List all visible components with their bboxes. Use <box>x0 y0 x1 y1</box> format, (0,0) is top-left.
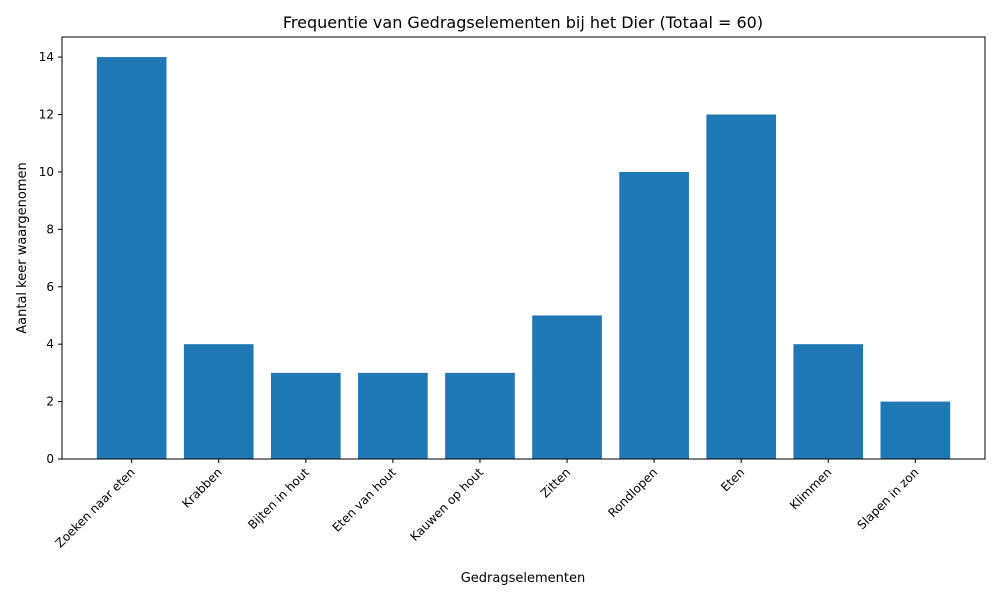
y-tick-label: 12 <box>39 108 54 122</box>
bar-4 <box>358 372 428 459</box>
x-tick-label: Rondlopen <box>605 465 660 520</box>
bar-9 <box>793 344 864 459</box>
y-tick-label: 4 <box>46 337 54 351</box>
bar-7 <box>619 171 689 459</box>
y-tick-label: 10 <box>39 165 54 179</box>
y-tick-label: 2 <box>46 395 54 409</box>
bar-2 <box>183 344 254 459</box>
y-tick-label: 6 <box>46 280 54 294</box>
x-tick-label: Slapen in zon <box>854 465 921 532</box>
x-tick-label: Kauwen op hout <box>407 465 486 544</box>
y-tick-label: 14 <box>39 50 54 64</box>
y-axis-label: Aantal keer waargenomen <box>15 162 30 333</box>
x-tick-label: Eten <box>718 465 747 494</box>
x-tick-label: Zoeken naar eten <box>53 465 138 550</box>
x-tick-label: Krabben <box>179 465 225 511</box>
x-tick-label: Zitten <box>538 465 573 500</box>
y-tick-label: 8 <box>46 222 54 236</box>
bar-10 <box>880 401 951 459</box>
bar-1 <box>96 57 167 459</box>
x-tick-label: Klimmen <box>787 465 834 512</box>
bar-6 <box>532 315 602 459</box>
x-axis-label: Gedragselementen <box>461 571 586 586</box>
bar-8 <box>706 114 777 460</box>
bar-3 <box>270 372 341 459</box>
bar-5 <box>445 372 515 459</box>
chart-title: Frequentie van Gedragselementen bij het … <box>283 13 763 32</box>
plot-area: 0 2 4 6 8 10 12 14 Zoeken naar eten Krabben Bijten… <box>39 36 986 550</box>
y-tick-label: 0 <box>46 452 54 466</box>
x-tick-label: Eten van hout <box>330 465 400 535</box>
x-tick-label: Bijten in hout <box>245 465 312 532</box>
axes-frame <box>61 36 986 460</box>
